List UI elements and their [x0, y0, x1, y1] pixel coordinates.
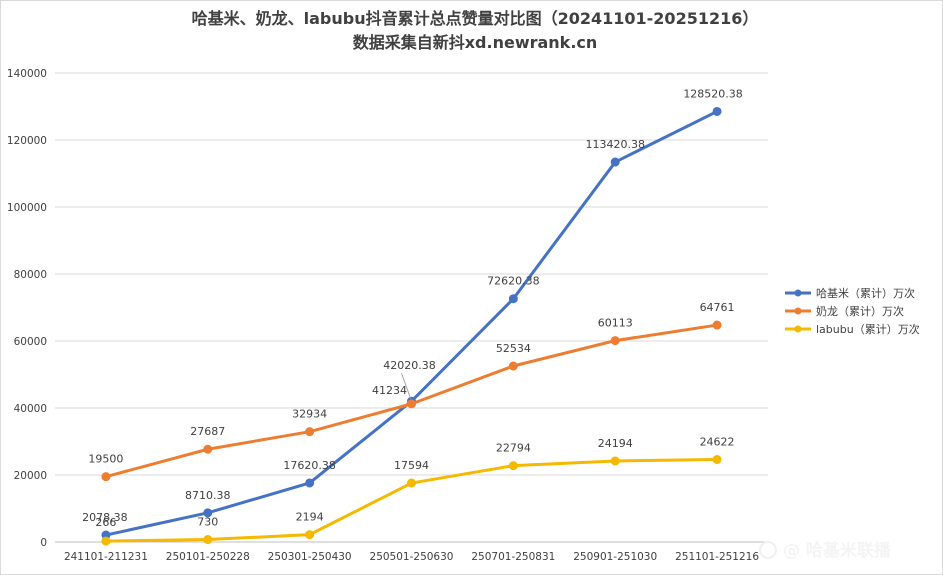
data-label: 42020.38: [383, 359, 436, 372]
data-labels: 2078.38 8710.38 17620.38 42020.38 72620.38 11…: [82, 87, 743, 529]
data-label: 24622: [700, 436, 735, 449]
data-label: 32934: [292, 408, 327, 421]
data-point: [305, 478, 315, 488]
data-label: 72620.38: [487, 275, 540, 288]
data-point: [407, 478, 416, 488]
data-label: 24194: [598, 437, 633, 450]
x-tick-label: 250901-251030: [573, 551, 657, 563]
x-tick-label: 250701-250831: [471, 551, 555, 563]
y-tick-label: 80000: [14, 269, 47, 281]
data-label: 113420.38: [585, 138, 645, 151]
legend-marker: [794, 289, 802, 297]
legend-label: 哈基米（累计）万次: [816, 286, 915, 300]
legend-marker: [794, 307, 802, 315]
data-point: [508, 361, 518, 371]
data-point: [305, 427, 315, 437]
y-tick-label: 60000: [14, 336, 47, 348]
x-axis: 241101-211231 250101-250228 250301-250430 2…: [64, 551, 759, 563]
watermark-text: @ 哈基米联播: [783, 540, 892, 561]
data-label: 52534: [496, 342, 531, 355]
data-point: [610, 157, 620, 167]
data-label: 22794: [496, 442, 531, 455]
data-point: [508, 294, 518, 304]
data-point: [712, 455, 722, 465]
data-label: 730: [197, 516, 218, 529]
data-point: [203, 535, 213, 545]
data-label: 266: [95, 516, 116, 529]
data-label: 19500: [88, 453, 123, 466]
y-tick-label: 20000: [14, 470, 47, 482]
data-point: [610, 336, 620, 346]
x-tick-label: 250501-250630: [370, 551, 454, 563]
y-tick-label: 0: [40, 537, 47, 549]
data-label: 8710.38: [185, 489, 231, 502]
data-label: 27687: [190, 425, 225, 438]
data-point: [305, 530, 315, 540]
data-point: [203, 508, 213, 518]
legend-label: 奶龙（累计）万次: [816, 304, 904, 318]
data-label: 128520.38: [683, 87, 743, 100]
x-tick-label: 250301-250430: [268, 551, 352, 563]
data-point: [712, 106, 722, 116]
chart-subtitle: 数据采集自新抖xd.newrank.cn: [353, 33, 598, 52]
series-group: [101, 106, 722, 546]
y-tick-label: 140000: [7, 68, 47, 80]
data-label: 17594: [394, 459, 429, 472]
watermark: @ 哈基米联播: [759, 540, 892, 561]
chart-title: 哈基米、奶龙、labubu抖音累计总点赞量对比图（20241101-202512…: [192, 9, 759, 28]
y-axis: 0 20000 40000 60000 80000 100000 120000 140000: [7, 68, 47, 549]
data-point: [203, 444, 213, 454]
data-label: 41234: [372, 384, 407, 397]
x-tick-label: 241101-211231: [64, 551, 148, 563]
data-point: [712, 320, 722, 330]
label-leader-line: [401, 373, 411, 399]
data-point: [610, 456, 620, 466]
data-label: 2078.38: [82, 511, 128, 524]
data-label: 17620.38: [283, 459, 336, 472]
legend-marker: [794, 325, 802, 333]
x-tick-label: 250101-250228: [166, 551, 250, 563]
x-tick-label: 251101-251216: [675, 551, 759, 563]
data-label: 60113: [598, 317, 633, 330]
y-tick-label: 120000: [7, 135, 47, 147]
watermark-icon: [759, 541, 777, 559]
y-tick-label: 40000: [14, 403, 47, 415]
legend-label: labubu（累计）万次: [816, 322, 920, 336]
data-point: [101, 536, 111, 546]
data-label: 64761: [700, 301, 735, 314]
y-tick-label: 100000: [7, 202, 47, 214]
data-label: 2194: [296, 511, 324, 524]
data-point: [101, 472, 111, 482]
data-point: [407, 399, 416, 409]
data-point: [508, 461, 518, 471]
